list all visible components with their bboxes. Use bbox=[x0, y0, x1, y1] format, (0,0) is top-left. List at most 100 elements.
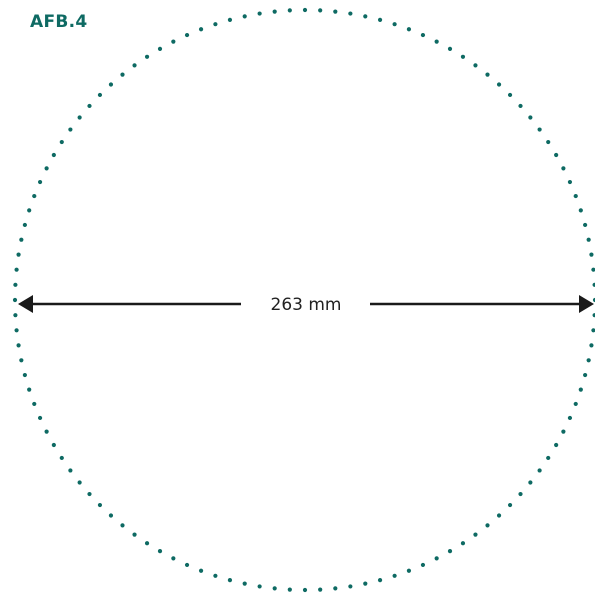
circle-dot bbox=[27, 387, 32, 392]
circle-dot bbox=[460, 54, 466, 59]
circle-dot bbox=[592, 313, 595, 318]
circle-dot bbox=[496, 513, 502, 518]
circle-dot bbox=[68, 127, 73, 132]
circle-dot bbox=[546, 139, 551, 145]
circle-dot bbox=[120, 523, 125, 528]
circle-dot bbox=[97, 92, 103, 98]
circle-dot bbox=[473, 532, 478, 537]
circle-dot bbox=[198, 568, 204, 573]
circle-dot bbox=[51, 442, 56, 448]
circle-dot bbox=[171, 556, 176, 561]
circle-dot bbox=[242, 581, 247, 586]
circle-dot bbox=[586, 237, 591, 242]
circle-dot bbox=[434, 39, 439, 44]
circle-dot bbox=[257, 584, 262, 589]
circle-dot bbox=[589, 252, 594, 257]
circle-dot bbox=[13, 313, 18, 318]
circle-dot bbox=[13, 282, 18, 287]
circle-dot bbox=[518, 103, 523, 109]
circle-dot bbox=[592, 297, 595, 303]
circle-dot bbox=[16, 343, 21, 348]
circle-dot bbox=[14, 328, 19, 333]
dotted-circle-outline bbox=[12, 7, 595, 593]
circle-dot bbox=[578, 387, 583, 392]
circle-dot bbox=[420, 32, 426, 38]
circle-dot bbox=[213, 573, 218, 578]
circle-dot bbox=[227, 578, 233, 583]
circle-dot bbox=[485, 72, 490, 77]
circle-dot bbox=[87, 491, 92, 497]
circle-dot bbox=[97, 502, 103, 508]
circle-dot bbox=[12, 297, 18, 303]
circle-dot bbox=[27, 208, 32, 213]
circle-dot bbox=[586, 358, 591, 363]
circle-dot bbox=[447, 46, 453, 51]
circle-dot bbox=[171, 39, 176, 44]
circle-dot bbox=[37, 179, 43, 185]
circle-dot bbox=[257, 11, 262, 16]
circle-dot bbox=[592, 282, 595, 287]
circle-dot bbox=[32, 401, 37, 407]
circle-dot bbox=[583, 372, 588, 378]
circle-dot bbox=[68, 468, 73, 473]
circle-dot bbox=[318, 587, 323, 592]
circle-dot bbox=[144, 54, 150, 59]
circle-dot bbox=[22, 372, 27, 378]
circle-dot bbox=[377, 578, 383, 583]
circle-dot bbox=[213, 22, 218, 27]
circle-dot bbox=[420, 562, 426, 568]
circle-dot bbox=[554, 152, 559, 158]
circle-dot bbox=[496, 82, 502, 87]
circle-dot bbox=[272, 586, 277, 591]
circle-dot bbox=[333, 9, 338, 14]
circle-dot bbox=[120, 72, 125, 77]
circle-dot bbox=[318, 8, 323, 13]
circle-dot bbox=[591, 267, 595, 272]
circle-dot bbox=[157, 46, 163, 51]
circle-dot bbox=[518, 491, 523, 497]
circle-dot bbox=[108, 82, 114, 87]
circle-dot bbox=[108, 513, 114, 518]
circle-dot bbox=[573, 401, 578, 407]
circle-dot bbox=[392, 22, 397, 27]
circle-dot bbox=[77, 480, 82, 485]
circle-dot bbox=[537, 468, 542, 473]
circle-dot bbox=[14, 267, 19, 272]
circle-dot bbox=[567, 179, 573, 185]
circle-dot bbox=[561, 429, 566, 434]
circle-dot bbox=[537, 127, 542, 132]
circle-dot bbox=[19, 358, 24, 363]
circle-dot bbox=[51, 152, 56, 158]
circle-dot bbox=[333, 586, 338, 591]
circle-dot bbox=[377, 17, 383, 22]
circle-dot bbox=[363, 14, 368, 19]
circle-dot bbox=[144, 541, 150, 546]
figure-label: AFB.4 bbox=[30, 12, 88, 32]
circle-dot bbox=[87, 103, 92, 109]
circle-dot bbox=[242, 14, 247, 19]
circle-dot bbox=[132, 532, 137, 537]
circle-dot bbox=[59, 139, 64, 145]
circle-dot bbox=[44, 166, 49, 171]
circle-dot bbox=[198, 27, 204, 32]
circle-dot bbox=[348, 11, 353, 16]
circle-dot bbox=[184, 562, 190, 568]
circle-dot bbox=[554, 442, 559, 448]
circle-dot bbox=[528, 480, 533, 485]
circle-dot bbox=[157, 549, 163, 554]
circle-dot bbox=[77, 115, 82, 120]
circle-dot bbox=[44, 429, 49, 434]
arrowhead-right-icon bbox=[579, 295, 594, 313]
circle-dot bbox=[32, 193, 37, 199]
circle-dot bbox=[302, 587, 308, 593]
circle-dot bbox=[591, 328, 595, 333]
circle-dot bbox=[392, 573, 397, 578]
circle-dot bbox=[447, 549, 453, 554]
circle-dot bbox=[132, 63, 137, 68]
circle-dot bbox=[302, 7, 308, 13]
dimension-label: 263 mm bbox=[271, 295, 342, 315]
circle-dot bbox=[528, 115, 533, 120]
circle-dot bbox=[287, 8, 292, 13]
circle-dot bbox=[184, 32, 190, 38]
circle-dot bbox=[406, 27, 412, 32]
